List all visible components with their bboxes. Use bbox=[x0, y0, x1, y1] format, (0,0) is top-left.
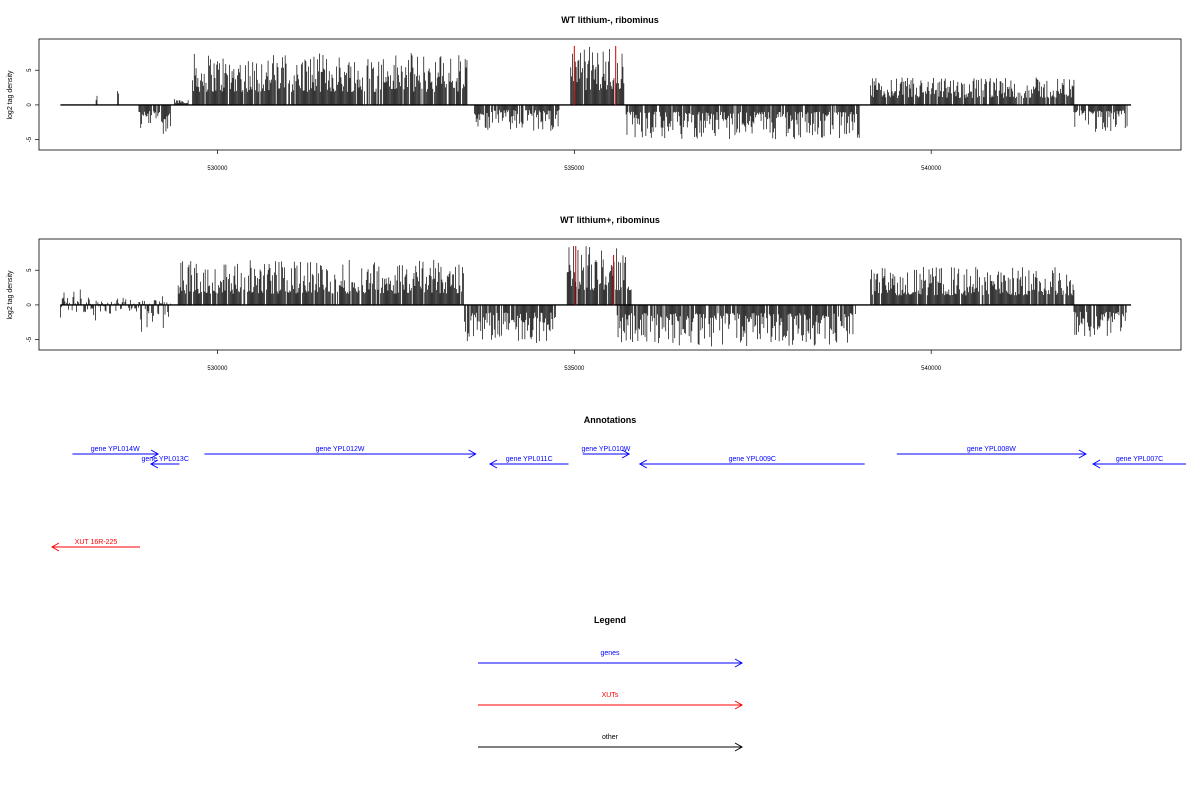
gene-arrow: gene YPL011C bbox=[488, 456, 569, 469]
y-tick-label: 0 bbox=[27, 303, 33, 307]
x-tick-label: 535000 bbox=[564, 366, 585, 372]
plot-frame bbox=[38, 38, 1182, 151]
gene-arrow: gene YPL012W bbox=[204, 446, 477, 459]
x-tick-label: 530000 bbox=[207, 166, 228, 172]
gene-label: gene YPL010W bbox=[581, 446, 630, 453]
gene-arrow: gene YPL014W bbox=[72, 446, 160, 459]
gene-arrow: gene YPL013C bbox=[142, 456, 189, 469]
track-title: WT lithium+, ribominus bbox=[560, 215, 660, 225]
xut-arrows: XUT 16R-225 bbox=[50, 539, 140, 552]
gene-label: gene YPL007C bbox=[1116, 456, 1163, 463]
gene-arrow: gene YPL010W bbox=[581, 446, 631, 459]
gene-label: gene YPL013C bbox=[142, 456, 189, 463]
bars bbox=[60, 45, 1132, 140]
annotations-title: Annotations bbox=[584, 415, 637, 425]
gene-label: gene YPL012W bbox=[316, 446, 365, 453]
y-axis-label: log2 tag density bbox=[7, 270, 14, 320]
x-axis: 530000 535000 540000 bbox=[207, 350, 942, 372]
y-tick-label: -5 bbox=[27, 136, 33, 142]
gene-arrow: gene YPL007C bbox=[1092, 456, 1186, 469]
track-title: WT lithium-, ribominus bbox=[561, 15, 659, 25]
track-panel-lithium-plus: WT lithium+, ribominus 530000 535000 54000… bbox=[7, 215, 1182, 372]
gene-label: gene YPL011C bbox=[506, 456, 553, 463]
xut-label: XUT 16R-225 bbox=[75, 539, 118, 546]
gene-label: gene YPL008W bbox=[967, 446, 1016, 453]
x-tick-label: 530000 bbox=[207, 366, 228, 372]
gene-arrow: gene YPL009C bbox=[638, 456, 865, 469]
legend-item-other: other bbox=[478, 734, 744, 752]
y-tick-label: 0 bbox=[27, 103, 33, 107]
y-axis: -5 0 5 bbox=[27, 268, 39, 342]
legend-items: genes XUTs other bbox=[478, 650, 744, 752]
gene-arrow: gene YPL008W bbox=[896, 446, 1087, 459]
legend-title: Legend bbox=[594, 615, 626, 625]
legend-item-gene: genes bbox=[478, 650, 744, 668]
x-axis: 530000 535000 540000 bbox=[207, 150, 942, 172]
y-axis: -5 0 5 bbox=[27, 68, 39, 142]
y-tick-label: 5 bbox=[27, 68, 33, 72]
xut-arrow: XUT 16R-225 bbox=[50, 539, 140, 552]
x-tick-label: 540000 bbox=[921, 366, 942, 372]
gene-label: gene YPL009C bbox=[729, 456, 776, 463]
y-axis-label: log2 tag density bbox=[7, 70, 14, 120]
plot-frame bbox=[38, 238, 1182, 351]
legend-label: genes bbox=[600, 650, 620, 657]
x-tick-label: 535000 bbox=[564, 166, 585, 172]
legend-item-xut: XUTs bbox=[478, 692, 744, 710]
legend-label: other bbox=[602, 734, 619, 741]
legend: Legend genes XUTs other bbox=[478, 615, 744, 752]
y-tick-label: 5 bbox=[27, 268, 33, 272]
x-tick-label: 540000 bbox=[921, 166, 942, 172]
gene-label: gene YPL014W bbox=[91, 446, 140, 453]
y-tick-label: -5 bbox=[27, 336, 33, 342]
bars bbox=[60, 245, 1132, 347]
track-panel-lithium-minus: WT lithium-, ribominus 530000 535000 54000… bbox=[7, 15, 1182, 172]
legend-label: XUTs bbox=[602, 692, 619, 699]
